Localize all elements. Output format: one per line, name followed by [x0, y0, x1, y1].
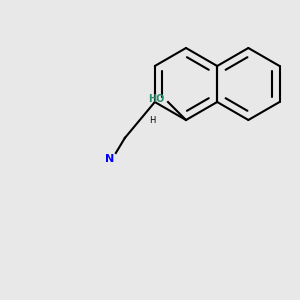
Text: H: H	[149, 116, 155, 124]
Text: N: N	[105, 154, 114, 164]
Text: HO: HO	[148, 94, 164, 104]
